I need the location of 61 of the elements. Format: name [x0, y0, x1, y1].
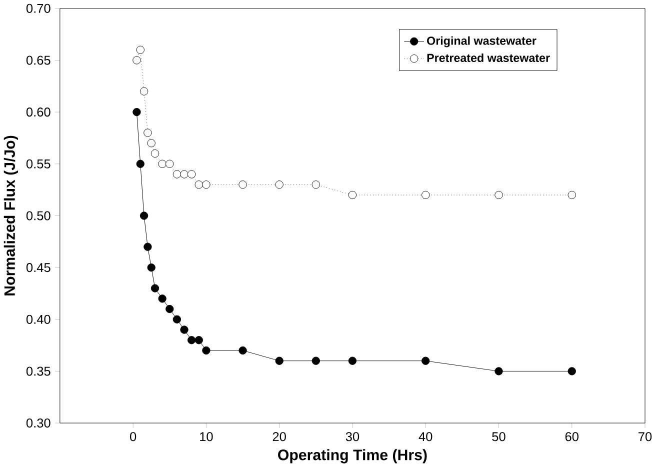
y-tick-label: 0.55: [26, 159, 50, 168]
point: [180, 170, 188, 178]
point: [166, 304, 174, 313]
legend-label: Original wastewater: [427, 36, 536, 48]
point: [275, 180, 284, 189]
point: [238, 180, 247, 189]
x-tick-label: 30: [346, 432, 360, 442]
point: [494, 367, 503, 376]
point: [188, 336, 196, 344]
point: [188, 170, 196, 178]
point: [568, 367, 576, 376]
point: [166, 160, 174, 168]
point: [144, 128, 152, 137]
point: [180, 326, 188, 334]
point: [150, 149, 160, 158]
y-tick-label: 0.30: [26, 418, 50, 428]
point: [150, 284, 160, 292]
x-tick-label: 10: [200, 432, 213, 442]
point: [494, 190, 503, 199]
point: [348, 356, 357, 365]
y-tick-label: 0.60: [26, 107, 50, 116]
point: [275, 356, 284, 365]
point: [422, 190, 430, 199]
point: [136, 160, 144, 168]
point: [132, 108, 141, 116]
point: [202, 180, 210, 189]
point: [172, 315, 182, 324]
point: [132, 56, 141, 64]
point: [140, 212, 148, 220]
point: [136, 46, 144, 54]
point: [144, 242, 152, 251]
point: [568, 190, 576, 199]
y-tick-label: 0.35: [26, 366, 50, 376]
legend-label: Pretreated wastewater: [427, 53, 550, 62]
x-tick-label: 40: [418, 432, 432, 442]
point: [172, 170, 182, 178]
y-tick-label: 0.65: [26, 56, 50, 65]
point: [158, 294, 166, 303]
point: [202, 346, 210, 354]
point: [194, 336, 203, 344]
x-tick-label: 50: [492, 432, 506, 442]
point: [158, 160, 166, 168]
y-axis-title: Normalized Flux (J/Jo): [4, 136, 18, 296]
x-tick-label: 0: [130, 432, 136, 442]
point: [422, 356, 430, 365]
y-tick-label: 0.70: [26, 4, 50, 13]
x-tick-label: 60: [565, 432, 578, 442]
point: [312, 180, 320, 189]
x-tick-label: 70: [638, 432, 652, 442]
point: [140, 87, 148, 96]
point: [194, 180, 203, 189]
x-tick-label: 20: [272, 432, 286, 442]
y-tick-label: 0.40: [26, 314, 50, 324]
point: [312, 356, 320, 365]
y-tick-label: 0.45: [26, 262, 50, 272]
y-tick-label: 0.50: [26, 211, 50, 220]
x-axis-title: Operating Time (Hrs): [278, 449, 427, 464]
point: [348, 190, 357, 199]
point: [147, 138, 156, 148]
point: [238, 346, 247, 354]
point: [147, 263, 156, 272]
